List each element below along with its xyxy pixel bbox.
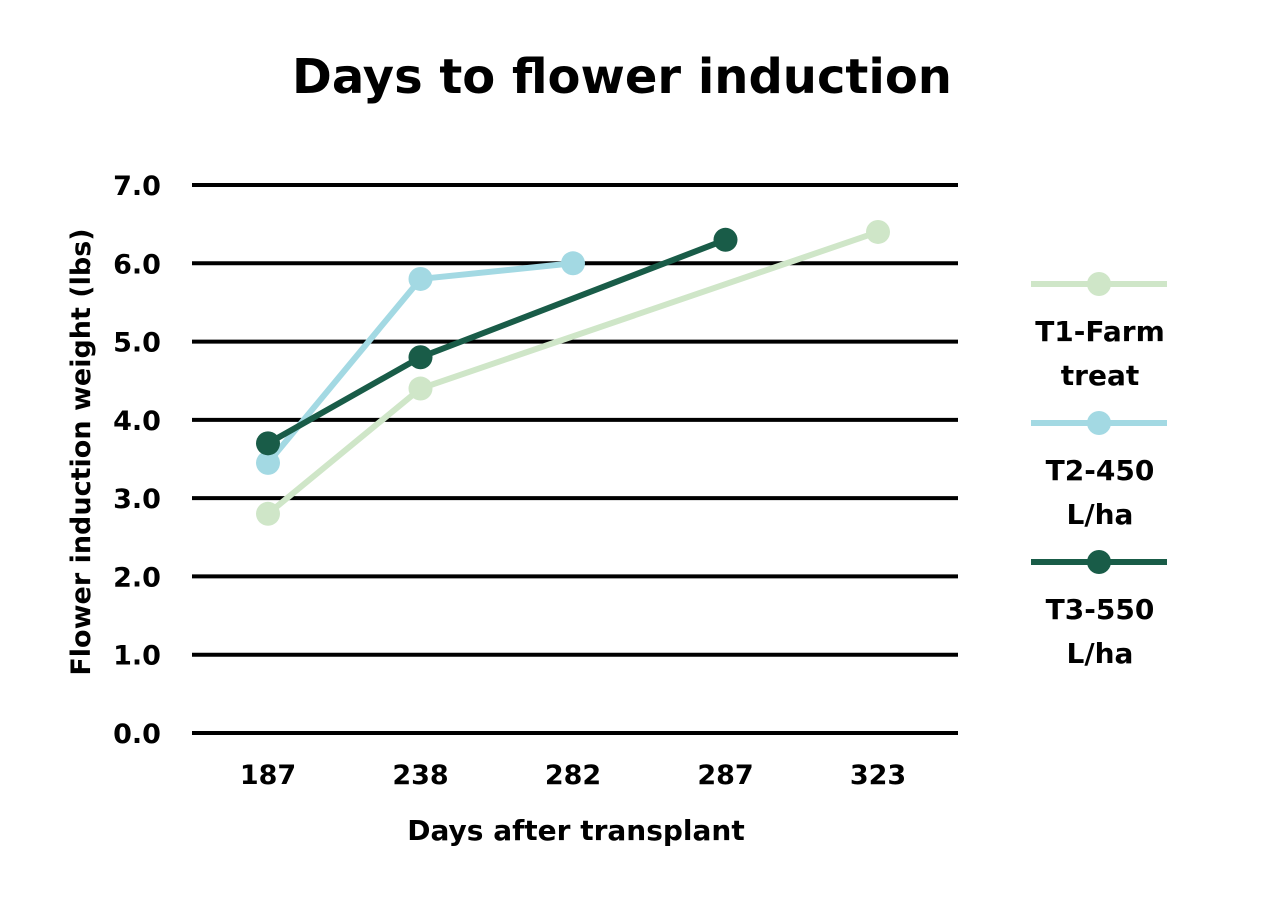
chart-title: Days to flower induction xyxy=(292,49,952,105)
data-point xyxy=(408,266,433,291)
y-tick-label: 0.0 xyxy=(113,719,161,750)
legend-item: T2-450 L/ha xyxy=(1031,411,1167,531)
x-tick-label: 323 xyxy=(850,760,906,791)
x-axis-label: Days after transplant xyxy=(407,814,745,847)
x-tick-label: 187 xyxy=(240,760,296,791)
y-tick-label: 2.0 xyxy=(113,562,161,593)
y-tick-label: 5.0 xyxy=(113,328,161,359)
x-axis-ticks: 187 238 282 287 323 xyxy=(240,760,906,791)
y-tick-label: 1.0 xyxy=(113,641,161,672)
data-point xyxy=(408,345,433,370)
gridlines xyxy=(192,183,958,735)
x-tick-label: 282 xyxy=(545,760,601,791)
data-point xyxy=(256,431,280,456)
legend-item: T3-550 L/ha xyxy=(1031,550,1167,670)
series-group xyxy=(256,219,890,526)
series-3 xyxy=(256,227,738,456)
legend-label: T2-450 xyxy=(1046,454,1155,487)
legend: T1-Farm treat T2-450 L/ha T3-550 L/ha xyxy=(1031,272,1167,670)
series-1 xyxy=(256,219,890,526)
y-axis-ticks: 0.0 1.0 2.0 3.0 4.0 5.0 6.0 7.0 xyxy=(113,171,161,750)
legend-marker xyxy=(1087,272,1111,296)
data-point xyxy=(256,501,280,526)
x-tick-label: 287 xyxy=(697,760,753,791)
legend-marker xyxy=(1087,550,1111,574)
data-point xyxy=(256,450,280,475)
legend-label: L/ha xyxy=(1067,498,1134,531)
data-point xyxy=(866,219,890,244)
x-tick-label: 238 xyxy=(392,760,448,791)
y-tick-label: 7.0 xyxy=(113,171,161,202)
legend-label: treat xyxy=(1061,359,1139,392)
series-2 xyxy=(256,251,585,475)
legend-label: L/ha xyxy=(1067,637,1134,670)
legend-marker xyxy=(1087,411,1111,435)
y-tick-label: 3.0 xyxy=(113,484,161,515)
legend-label: T3-550 xyxy=(1046,593,1155,626)
legend-item: T1-Farm treat xyxy=(1031,272,1167,392)
data-point xyxy=(408,376,433,401)
data-point xyxy=(713,227,738,252)
y-tick-label: 4.0 xyxy=(113,406,161,437)
y-axis-label: Flower induction weight (lbs) xyxy=(66,228,97,675)
data-point xyxy=(561,251,585,276)
legend-label: T1-Farm xyxy=(1035,315,1165,348)
y-tick-label: 6.0 xyxy=(113,249,161,280)
